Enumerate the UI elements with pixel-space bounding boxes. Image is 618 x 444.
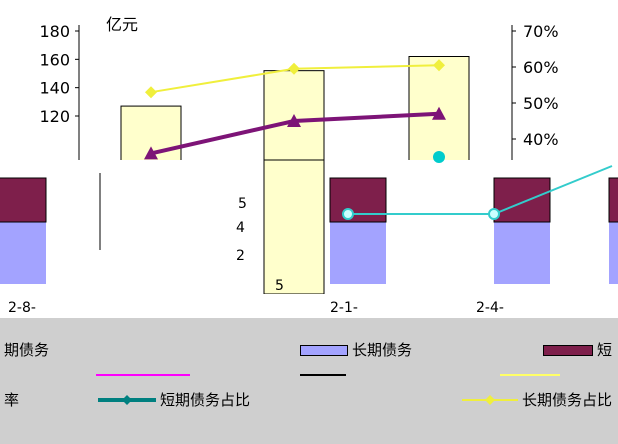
x-axis-label: 2-4- bbox=[476, 300, 504, 316]
stacked-bar-long bbox=[330, 222, 386, 284]
left-axis-unit: 亿元 bbox=[106, 15, 138, 34]
legend-panel: 期债务 长期债务 短 率 短期债务占比 bbox=[0, 318, 618, 444]
x-axis-label: 2-1- bbox=[330, 300, 358, 316]
series-point bbox=[287, 114, 301, 127]
left-tick-label: 160 bbox=[39, 50, 70, 69]
legend-label: 长期债务 bbox=[352, 341, 413, 359]
stacked-bar-long bbox=[0, 222, 46, 284]
legend-line-swatch bbox=[462, 395, 518, 405]
legend-row-1: 期债务 长期债务 短 bbox=[0, 340, 618, 362]
ratio-point bbox=[433, 151, 445, 163]
legend-swatch bbox=[543, 344, 593, 356]
legend-label: 短 bbox=[597, 341, 613, 359]
bar-continuation bbox=[263, 159, 325, 295]
legend-label: 率 bbox=[4, 391, 20, 409]
ratio-point bbox=[488, 208, 500, 220]
legend-row-3: 率 短期债务占比 长期债务占比 bbox=[0, 390, 618, 412]
legend-label: 长期债务占比 bbox=[522, 391, 613, 409]
value-label: 4 bbox=[236, 220, 245, 236]
stacked-bar-short bbox=[608, 177, 618, 223]
stacked-bar-long bbox=[609, 222, 618, 284]
left-tick-label: 180 bbox=[39, 22, 70, 41]
legend-item-short-term-ratio: 短期债务占比 bbox=[98, 390, 250, 410]
right-tick-label: 60% bbox=[523, 58, 559, 77]
value-label: 5 bbox=[238, 196, 247, 212]
right-tick-label: 40% bbox=[523, 130, 559, 149]
stacked-bar-short bbox=[493, 177, 551, 223]
legend-item-short-term: 短 bbox=[543, 340, 612, 360]
legend-swatch bbox=[300, 344, 348, 356]
value-label: 5 bbox=[275, 278, 284, 294]
series-point bbox=[432, 106, 446, 120]
legend-item-short-term-debt: 期债务 bbox=[4, 340, 49, 360]
legend-line-swatch bbox=[98, 395, 156, 405]
left-tick-label: 120 bbox=[39, 107, 70, 126]
stacked-bar-short bbox=[329, 177, 387, 223]
legend-label: 期债务 bbox=[4, 341, 50, 359]
legend-item-long-term-debt: 长期债务 bbox=[300, 340, 412, 360]
stacked-bar-short bbox=[0, 177, 47, 223]
legend-item-ratio: 率 bbox=[4, 390, 19, 410]
value-label: 2 bbox=[236, 248, 245, 264]
series-point bbox=[145, 86, 157, 99]
stacked-bar-long bbox=[494, 222, 550, 284]
series-point bbox=[433, 59, 445, 72]
left-tick-label: 140 bbox=[39, 79, 70, 98]
ratio-point bbox=[342, 208, 354, 220]
right-tick-label: 70% bbox=[523, 22, 559, 41]
legend-row-2 bbox=[0, 364, 618, 386]
legend-row-2-graphics bbox=[96, 374, 560, 376]
right-tick-label: 50% bbox=[523, 94, 559, 113]
series-point bbox=[288, 62, 300, 75]
legend-label: 短期债务占比 bbox=[160, 391, 251, 409]
series-point bbox=[144, 146, 158, 160]
label-strip bbox=[0, 294, 618, 318]
legend-item-long-term-ratio: 长期债务占比 bbox=[462, 390, 612, 410]
x-axis-label: 2-8- bbox=[8, 300, 36, 316]
